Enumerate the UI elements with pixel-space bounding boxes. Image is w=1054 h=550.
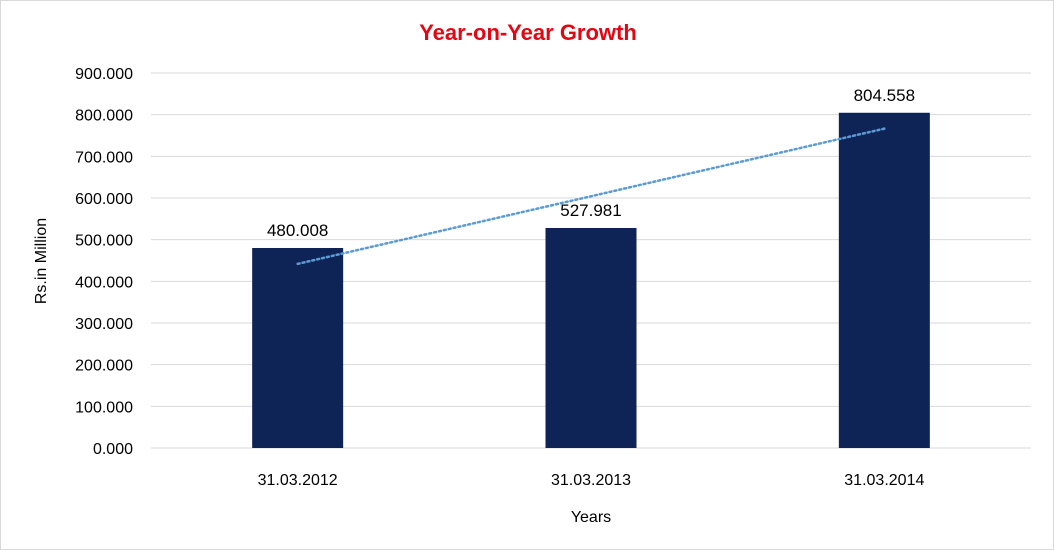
data-label: 480.008 [267,221,328,240]
x-tick-label: 31.03.2014 [844,472,924,489]
y-tick-label: 500.000 [75,233,133,250]
data-label: 527.981 [560,201,621,220]
y-tick-label: 900.000 [75,66,133,83]
bar [545,228,637,448]
y-tick-label: 200.000 [75,358,133,375]
x-axis-label: Years [571,509,611,526]
bar [838,112,930,448]
data-label: 804.558 [854,86,915,105]
y-axis-ticks: 0.000 100.000 200.000 300.000 400.000 500.000… [75,66,133,458]
bars [252,112,930,448]
trendline [296,127,886,266]
x-tick-label: 31.03.2012 [258,472,338,489]
x-tick-label: 31.03.2013 [551,472,631,489]
y-tick-label: 0.000 [93,441,133,458]
y-axis-label: Rs.in Million [33,218,50,304]
bar [252,247,344,448]
y-tick-label: 400.000 [75,274,133,291]
data-labels: 480.008 527.981 804.558 [267,86,915,240]
y-tick-label: 800.000 [75,108,133,125]
x-axis-ticks: 31.03.2012 31.03.2013 31.03.2014 [258,472,925,489]
y-tick-label: 100.000 [75,399,133,416]
chart-title: Year-on-Year Growth [419,20,637,45]
y-tick-label: 700.000 [75,149,133,166]
y-tick-label: 600.000 [75,191,133,208]
y-tick-label: 300.000 [75,316,133,333]
trendline-layer [296,127,886,266]
